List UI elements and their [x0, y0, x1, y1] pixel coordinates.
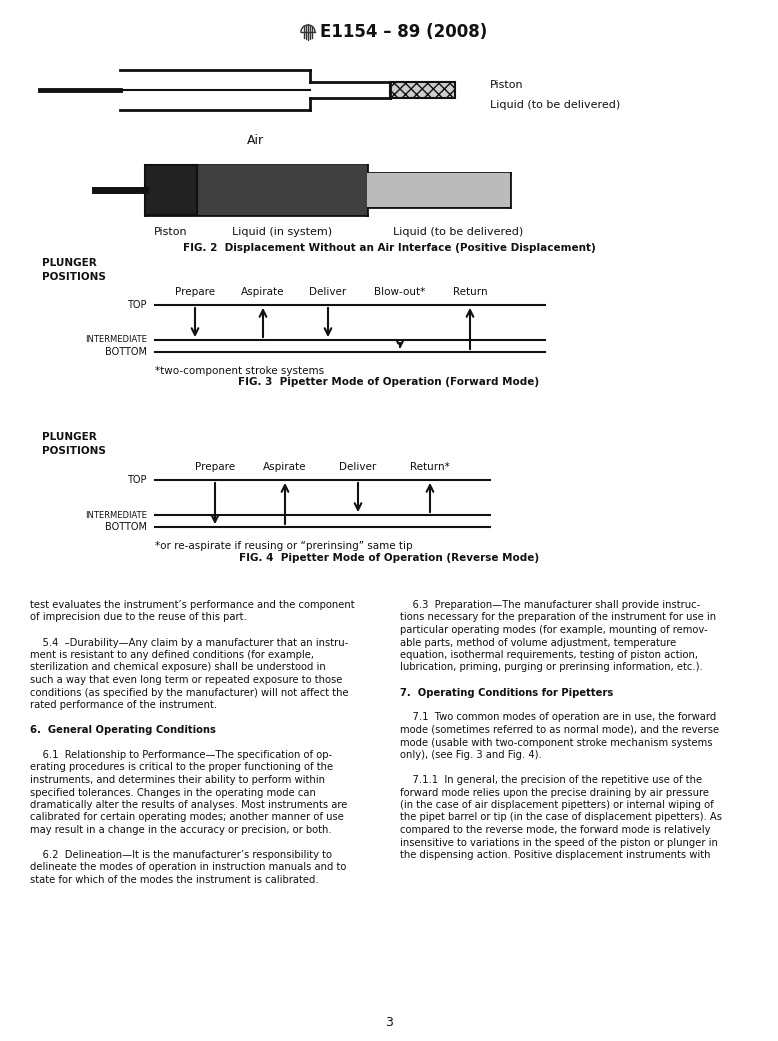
Text: mode (sometimes referred to as normal mode), and the reverse: mode (sometimes referred to as normal mo… — [400, 725, 719, 735]
Text: 3: 3 — [385, 1016, 393, 1029]
Text: 5.4  –Durability—Any claim by a manufacturer that an instru-: 5.4 –Durability—Any claim by a manufactu… — [30, 637, 349, 648]
Text: forward mode relies upon the precise draining by air pressure: forward mode relies upon the precise dra… — [400, 787, 709, 797]
Text: Prepare: Prepare — [175, 287, 215, 297]
Text: BOTTOM: BOTTOM — [105, 347, 147, 357]
Text: insensitive to variations in the speed of the piston or plunger in: insensitive to variations in the speed o… — [400, 838, 718, 847]
Text: Prepare: Prepare — [195, 462, 235, 472]
Text: delineate the modes of operation in instruction manuals and to: delineate the modes of operation in inst… — [30, 863, 346, 872]
Text: lubrication, priming, purging or prerinsing information, etc.).: lubrication, priming, purging or prerins… — [400, 662, 703, 672]
Text: Aspirate: Aspirate — [241, 287, 285, 297]
Text: test evaluates the instrument’s performance and the component: test evaluates the instrument’s performa… — [30, 600, 355, 610]
Bar — [197, 166, 367, 215]
Text: able parts, method of volume adjustment, temperature: able parts, method of volume adjustment,… — [400, 637, 676, 648]
Text: the pipet barrel or tip (in the case of displacement pipetters). As: the pipet barrel or tip (in the case of … — [400, 812, 722, 822]
Text: FIG. 2  Displacement Without an Air Interface (Positive Displacement): FIG. 2 Displacement Without an Air Inter… — [183, 243, 595, 253]
Text: of imprecision due to the reuse of this part.: of imprecision due to the reuse of this … — [30, 612, 247, 623]
Bar — [390, 82, 455, 98]
Text: 7.1  Two common modes of operation are in use, the forward: 7.1 Two common modes of operation are in… — [400, 712, 717, 722]
Text: Return: Return — [453, 287, 487, 297]
Text: ment is resistant to any defined conditions (for example,: ment is resistant to any defined conditi… — [30, 650, 314, 660]
Text: Aspirate: Aspirate — [263, 462, 307, 472]
Text: Deliver: Deliver — [339, 462, 377, 472]
Text: FIG. 4  Pipetter Mode of Operation (Reverse Mode): FIG. 4 Pipetter Mode of Operation (Rever… — [239, 553, 539, 563]
Text: instruments, and determines their ability to perform within: instruments, and determines their abilit… — [30, 775, 325, 785]
Text: 6.2  Delineation—It is the manufacturer’s responsibility to: 6.2 Delineation—It is the manufacturer’s… — [30, 850, 332, 860]
Text: (in the case of air displacement pipetters) or internal wiping of: (in the case of air displacement pipette… — [400, 799, 713, 810]
Text: E1154 – 89 (2008): E1154 – 89 (2008) — [320, 23, 487, 41]
Bar — [197, 166, 367, 215]
Text: Blow-out*: Blow-out* — [374, 287, 426, 297]
Text: conditions (as specified by the manufacturer) will not affect the: conditions (as specified by the manufact… — [30, 687, 349, 697]
Text: 7.1.1  In general, the precision of the repetitive use of the: 7.1.1 In general, the precision of the r… — [400, 775, 702, 785]
Text: PLUNGER
POSITIONS: PLUNGER POSITIONS — [42, 432, 106, 456]
Text: Deliver: Deliver — [310, 287, 347, 297]
Text: equation, isothermal requirements, testing of piston action,: equation, isothermal requirements, testi… — [400, 650, 698, 660]
Text: 6.1  Relationship to Performance—The specification of op-: 6.1 Relationship to Performance—The spec… — [30, 750, 332, 760]
Text: TOP: TOP — [128, 475, 147, 485]
Text: Return*: Return* — [410, 462, 450, 472]
Text: Piston: Piston — [154, 227, 187, 237]
Text: INTERMEDIATE: INTERMEDIATE — [85, 335, 147, 345]
Text: Liquid (in system): Liquid (in system) — [232, 227, 332, 237]
Text: Piston: Piston — [490, 80, 524, 90]
Text: compared to the reverse mode, the forward mode is relatively: compared to the reverse mode, the forwar… — [400, 826, 710, 835]
Bar — [85, 155, 665, 220]
Text: Air: Air — [247, 133, 264, 147]
Text: sterilization and chemical exposure) shall be understood in: sterilization and chemical exposure) sha… — [30, 662, 326, 672]
Bar — [145, 166, 197, 215]
Text: 7.  Operating Conditions for Pipetters: 7. Operating Conditions for Pipetters — [400, 687, 613, 697]
Text: *or re-aspirate if reusing or “prerinsing” same tip: *or re-aspirate if reusing or “prerinsin… — [155, 541, 412, 551]
Text: PLUNGER
POSITIONS: PLUNGER POSITIONS — [42, 258, 106, 282]
Bar — [367, 173, 510, 207]
Text: tions necessary for the preparation of the instrument for use in: tions necessary for the preparation of t… — [400, 612, 716, 623]
Text: the dispensing action. Positive displacement instruments with: the dispensing action. Positive displace… — [400, 850, 710, 860]
Text: FIG. 3  Pipetter Mode of Operation (Forward Mode): FIG. 3 Pipetter Mode of Operation (Forwa… — [238, 377, 540, 387]
Text: rated performance of the instrument.: rated performance of the instrument. — [30, 700, 217, 710]
Text: calibrated for certain operating modes; another manner of use: calibrated for certain operating modes; … — [30, 812, 344, 822]
Text: Liquid (to be delivered): Liquid (to be delivered) — [393, 227, 523, 237]
Text: erating procedures is critical to the proper functioning of the: erating procedures is critical to the pr… — [30, 762, 333, 772]
Text: particular operating modes (for example, mounting of remov-: particular operating modes (for example,… — [400, 625, 708, 635]
Text: INTERMEDIATE: INTERMEDIATE — [85, 510, 147, 519]
Text: BOTTOM: BOTTOM — [105, 522, 147, 532]
Text: may result in a change in the accuracy or precision, or both.: may result in a change in the accuracy o… — [30, 826, 331, 835]
Text: *two-component stroke systems: *two-component stroke systems — [155, 366, 324, 376]
Text: state for which of the modes the instrument is calibrated.: state for which of the modes the instrum… — [30, 875, 319, 885]
Text: TOP: TOP — [128, 300, 147, 310]
Text: mode (usable with two-component stroke mechanism systems: mode (usable with two-component stroke m… — [400, 737, 713, 747]
Bar — [367, 166, 510, 215]
Text: Liquid (to be delivered): Liquid (to be delivered) — [490, 100, 620, 110]
Text: 6.3  Preparation—The manufacturer shall provide instruc-: 6.3 Preparation—The manufacturer shall p… — [400, 600, 700, 610]
Text: such a way that even long term or repeated exposure to those: such a way that even long term or repeat… — [30, 675, 342, 685]
Text: dramatically alter the results of analyses. Most instruments are: dramatically alter the results of analys… — [30, 799, 347, 810]
Bar — [145, 166, 197, 215]
Text: specified tolerances. Changes in the operating mode can: specified tolerances. Changes in the ope… — [30, 787, 316, 797]
Text: 6.  General Operating Conditions: 6. General Operating Conditions — [30, 725, 216, 735]
Text: only), (see Fig. 3 and Fig. 4).: only), (see Fig. 3 and Fig. 4). — [400, 750, 541, 760]
